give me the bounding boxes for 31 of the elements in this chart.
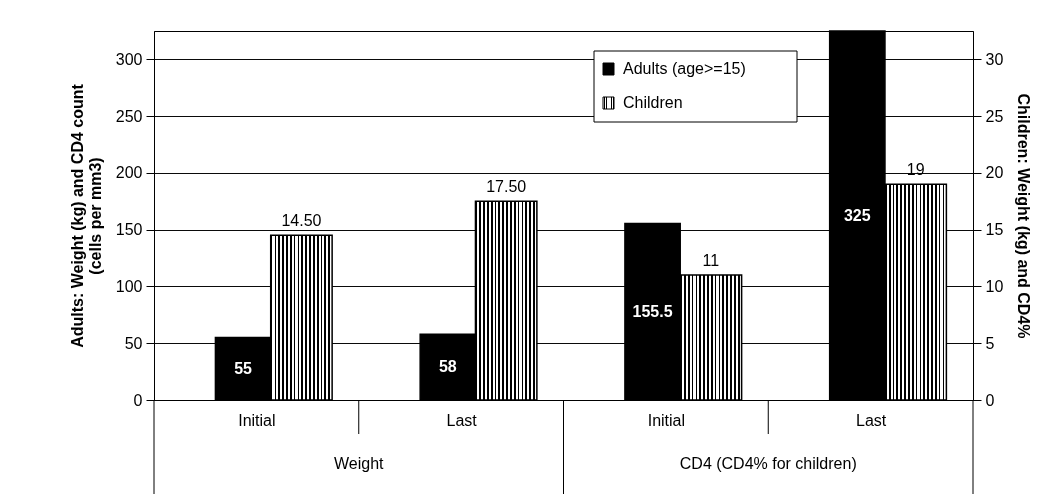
y-tick-label: 250 bbox=[115, 107, 143, 125]
y2-tick-label: 0 bbox=[985, 391, 995, 409]
text: CD4 (CD4% for children) bbox=[679, 455, 857, 472]
data-label: 11 bbox=[702, 252, 720, 270]
x-tick-label: Initial bbox=[647, 411, 686, 429]
x-tick-label: Last bbox=[856, 411, 887, 429]
y2-axis-title: Children: Weight (kg) and CD4% bbox=[1015, 93, 1033, 339]
data-label: 155.5 bbox=[632, 302, 673, 320]
y2-tick-label: 30 bbox=[985, 50, 1004, 68]
y-tick-label: 50 bbox=[124, 334, 143, 352]
data-label: 14.50 bbox=[281, 212, 322, 230]
y2-tick-label: 15 bbox=[985, 221, 1004, 239]
y-tick-label: 150 bbox=[115, 221, 143, 239]
legend-label: Adults (age>=15) bbox=[623, 60, 746, 77]
x-tick-label: Initial bbox=[238, 411, 276, 429]
y-axis-title: Adults: Weight (kg) and CD4 count (cells per mm3) bbox=[68, 83, 104, 348]
y2-tick-label: 5 bbox=[985, 334, 995, 352]
data-label: 325 bbox=[843, 206, 871, 224]
y-tick-label: 100 bbox=[115, 277, 143, 295]
x-tick-label: Last bbox=[446, 411, 478, 429]
y-tick-label: 300 bbox=[115, 50, 143, 68]
y2-tick-label: 20 bbox=[985, 164, 1004, 182]
data-label: 17.50 bbox=[486, 178, 527, 196]
text: Weight bbox=[333, 455, 385, 472]
data-label: 55 bbox=[234, 359, 253, 377]
legend-label: Children bbox=[623, 94, 683, 111]
y2-tick-label: 25 bbox=[985, 107, 1004, 125]
data-label: 58 bbox=[438, 358, 457, 376]
y-tick-label: 0 bbox=[133, 391, 143, 409]
y2-tick-label: 10 bbox=[985, 277, 1004, 295]
y-tick-label: 200 bbox=[115, 164, 143, 182]
